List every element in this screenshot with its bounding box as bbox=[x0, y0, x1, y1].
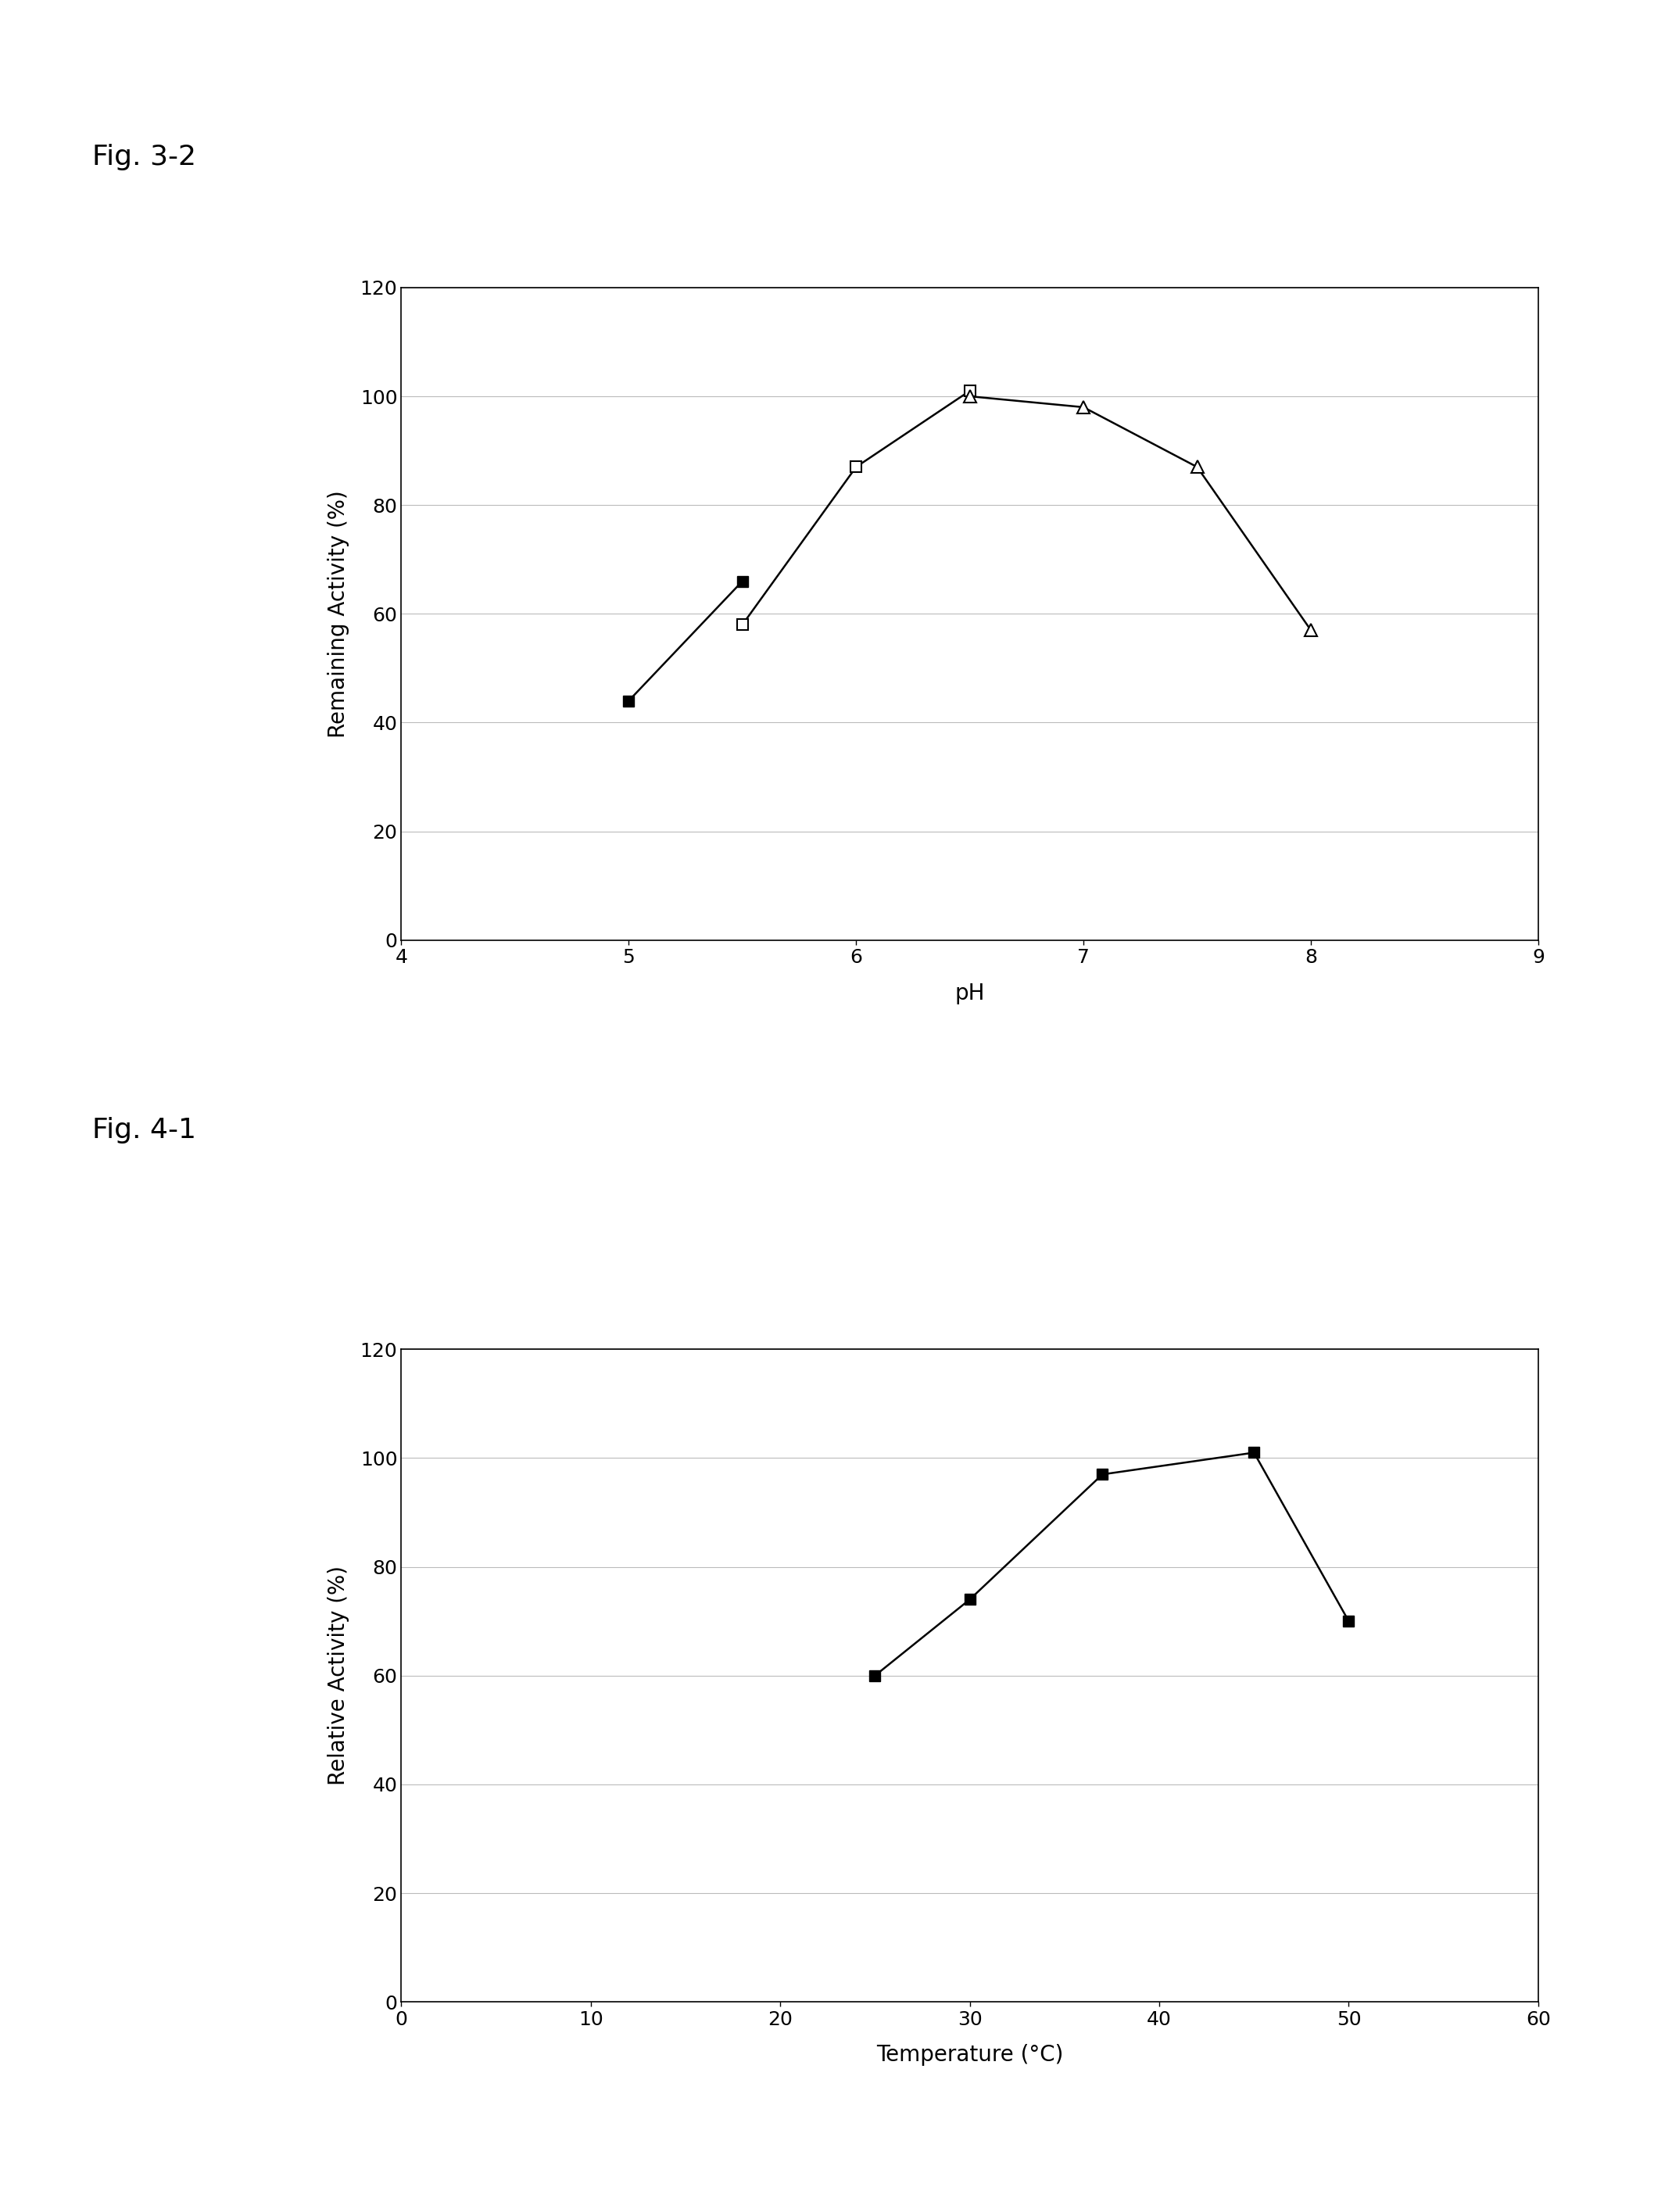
Text: Fig. 3-2: Fig. 3-2 bbox=[92, 144, 196, 170]
Y-axis label: Relative Activity (%): Relative Activity (%) bbox=[328, 1566, 349, 1785]
Text: Fig. 4-1: Fig. 4-1 bbox=[92, 1117, 196, 1144]
Y-axis label: Remaining Activity (%): Remaining Activity (%) bbox=[328, 491, 349, 737]
X-axis label: Temperature (°C): Temperature (°C) bbox=[876, 2044, 1063, 2066]
X-axis label: pH: pH bbox=[955, 982, 985, 1004]
